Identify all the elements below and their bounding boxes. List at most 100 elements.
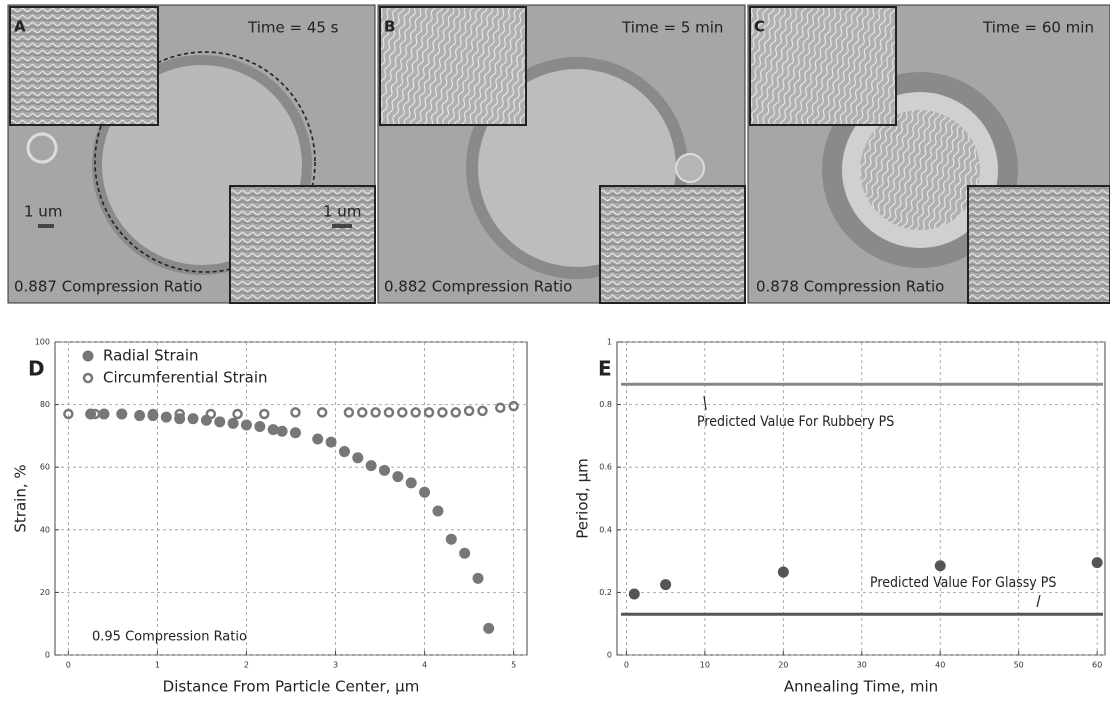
data-point — [445, 533, 457, 545]
annotation-arrow — [1036, 594, 1041, 608]
x-tick-label: 30 — [857, 661, 867, 670]
annotation-arrow — [703, 395, 707, 411]
data-point — [254, 421, 266, 433]
data-point — [472, 572, 484, 584]
y-tick-label: 40 — [40, 525, 50, 534]
data-point — [356, 407, 368, 418]
data-point — [383, 407, 395, 418]
data-point — [343, 407, 355, 418]
data-point — [459, 547, 471, 559]
data-point — [89, 408, 101, 420]
image-panel-c: C Time = 60 min 0.878 Compression Ratio — [747, 4, 1110, 304]
data-point — [352, 452, 364, 464]
plot-frame — [54, 341, 528, 656]
data-point — [187, 413, 199, 425]
data-point — [419, 486, 431, 498]
data-point — [116, 408, 128, 420]
data-point — [147, 408, 159, 420]
legend-label: Circumferential Strain — [103, 369, 268, 387]
data-point — [267, 424, 279, 436]
data-point — [628, 588, 640, 600]
data-point — [495, 402, 506, 413]
data-point — [338, 446, 350, 458]
x-tick-label: 2 — [244, 661, 249, 670]
panel-label: B — [384, 18, 395, 36]
x-tick-label: 0 — [66, 661, 71, 670]
data-point — [174, 408, 185, 420]
y-tick-label: 0 — [45, 651, 50, 660]
ratio-label: 0.887 Compression Ratio — [14, 278, 202, 296]
data-point — [379, 464, 391, 476]
scale-bar-label: 1 um — [24, 203, 62, 221]
y-tick-label: 100 — [35, 338, 50, 347]
panel-label: A — [14, 18, 26, 36]
data-point — [405, 477, 417, 489]
data-point — [325, 436, 337, 448]
data-point — [483, 622, 495, 634]
data-point — [410, 407, 421, 418]
legend-label: Radial Strain — [103, 347, 199, 365]
x-tick-label: 5 — [511, 661, 516, 670]
data-point — [276, 425, 288, 437]
x-tick-label: 4 — [422, 661, 427, 670]
x-tick-label: 50 — [1014, 661, 1024, 670]
data-point — [432, 505, 444, 517]
y-tick-label: 60 — [40, 463, 50, 472]
legend-marker — [82, 372, 94, 384]
data-point — [63, 408, 74, 420]
x-tick-label: 3 — [333, 661, 338, 670]
data-point — [660, 579, 672, 591]
data-point — [397, 407, 408, 418]
scale-bar-label: 1 um — [323, 203, 361, 221]
data-point — [477, 405, 488, 417]
data-point — [1091, 557, 1103, 569]
annotation: 0.95 Compression Ratio — [92, 630, 247, 645]
y-tick-label: 0.4 — [599, 525, 612, 534]
time-label: Time = 60 min — [982, 19, 1094, 37]
data-point — [214, 416, 226, 428]
data-point — [423, 407, 435, 418]
x-tick-label: 10 — [700, 661, 710, 670]
panel-label: C — [754, 18, 765, 36]
y-axis-label: Period, µm — [574, 458, 592, 538]
x-tick-label: 0 — [624, 661, 629, 670]
data-point — [365, 460, 377, 472]
data-point — [316, 407, 328, 418]
image-panel-a: A Time = 45 s 1 um 1 um 0.887 Compressio… — [7, 4, 376, 304]
data-point — [370, 407, 381, 418]
data-point — [777, 566, 789, 578]
data-point — [450, 407, 462, 418]
time-label: Time = 45 s — [247, 19, 339, 37]
data-point — [259, 408, 270, 420]
y-tick-label: 80 — [40, 400, 50, 409]
y-tick-label: 20 — [40, 588, 50, 597]
reference-label: Predicted Value For Glassy PS — [870, 575, 1056, 591]
y-tick-label: 0.2 — [599, 588, 612, 597]
data-point — [392, 471, 404, 483]
reference-label: Predicted Value For Rubbery PS — [697, 414, 894, 430]
x-tick-label: 20 — [778, 661, 788, 670]
data-point — [437, 407, 448, 418]
image-panel-b: B Time = 5 min 0.882 Compression Ratio — [377, 4, 746, 304]
time-label: Time = 5 min — [621, 19, 723, 37]
ratio-label: 0.878 Compression Ratio — [756, 278, 944, 296]
data-point — [934, 560, 946, 572]
data-point — [289, 427, 301, 439]
data-point — [160, 411, 172, 423]
data-point — [98, 408, 110, 420]
legend-marker — [82, 350, 94, 362]
x-tick-label: 1 — [155, 661, 160, 670]
x-tick-label: 40 — [935, 661, 945, 670]
y-tick-label: 0 — [607, 651, 612, 660]
x-axis-label: Annealing Time, min — [784, 678, 938, 696]
y-axis-label: Strain, % — [12, 464, 30, 532]
data-point — [312, 433, 324, 445]
data-point — [232, 408, 243, 420]
data-point — [227, 417, 239, 429]
y-tick-label: 1 — [607, 338, 612, 347]
y-tick-label: 0.8 — [599, 400, 612, 409]
ratio-label: 0.882 Compression Ratio — [384, 278, 572, 296]
data-point — [205, 408, 217, 420]
y-tick-label: 0.6 — [599, 463, 612, 472]
x-tick-label: 60 — [1092, 661, 1102, 670]
